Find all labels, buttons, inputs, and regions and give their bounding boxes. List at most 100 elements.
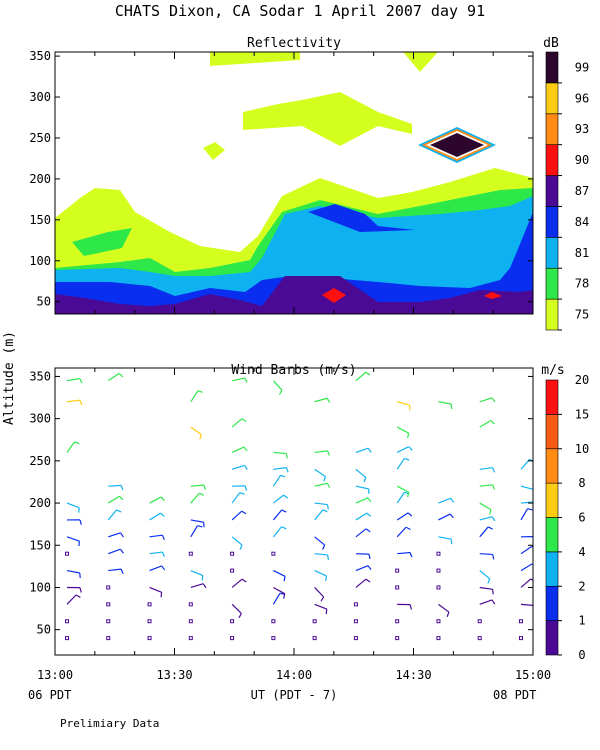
calm-marker bbox=[106, 619, 111, 624]
colorbar-swatch bbox=[545, 113, 559, 145]
calm-marker bbox=[395, 619, 400, 624]
wind-barb-flag bbox=[367, 497, 372, 503]
colorbar-swatch bbox=[545, 144, 559, 176]
colorbar-swatch bbox=[545, 448, 559, 484]
wind-barb bbox=[479, 420, 492, 428]
colorbar-label: 2 bbox=[578, 579, 585, 593]
wind-barb-flag bbox=[161, 551, 165, 557]
reflectivity-title: Reflectivity bbox=[247, 36, 341, 51]
wind-barb-flag bbox=[325, 575, 328, 581]
x-axis-label: UT (PDT - 7) bbox=[251, 688, 338, 702]
wind-barb bbox=[396, 446, 410, 453]
colorbar-label: 15 bbox=[575, 407, 589, 421]
wind-barb bbox=[479, 586, 493, 590]
calm-marker bbox=[271, 551, 276, 556]
wind-barb-flag bbox=[201, 575, 204, 581]
wind-barb bbox=[438, 401, 452, 405]
wind-barb bbox=[273, 570, 286, 577]
wind-barb bbox=[479, 484, 493, 487]
y-tick-label: 350 bbox=[29, 49, 51, 63]
wind-barb-flag bbox=[120, 568, 124, 574]
preliminary-note: Prelimiary Data bbox=[60, 717, 159, 730]
wind-barb bbox=[149, 551, 163, 555]
wind-barb bbox=[520, 578, 532, 588]
wind-barb-flag bbox=[241, 418, 247, 422]
wind-barb bbox=[190, 570, 204, 577]
wind-barb bbox=[314, 468, 326, 478]
wind-barb bbox=[355, 447, 369, 453]
contour-90-spot2 bbox=[484, 292, 502, 299]
wind-barb-flag bbox=[160, 496, 165, 502]
wind-barb bbox=[66, 569, 80, 574]
wind-barb-flag bbox=[283, 593, 286, 599]
wind-barb-flag bbox=[491, 599, 496, 605]
calm-marker bbox=[353, 619, 358, 624]
y-tick-label: 250 bbox=[29, 454, 51, 468]
wind-barb-flag bbox=[491, 516, 496, 522]
calm-marker bbox=[436, 551, 441, 556]
wind-barb-flag bbox=[79, 378, 83, 384]
wind-barbs bbox=[65, 371, 535, 641]
x-tick-label: 13:30 bbox=[156, 668, 192, 682]
calm-marker bbox=[188, 551, 193, 556]
wind-barb bbox=[397, 401, 410, 406]
calm-marker bbox=[477, 619, 482, 624]
wind-barb bbox=[314, 570, 327, 577]
colorbar-label: 75 bbox=[575, 308, 589, 322]
colorbar-swatch bbox=[545, 551, 559, 587]
wind-barb bbox=[231, 418, 243, 428]
wind-barb bbox=[272, 494, 285, 504]
page-title: CHATS Dixon, CA Sodar 1 April 2007 day 9… bbox=[115, 2, 485, 20]
wind-barb-flag bbox=[489, 509, 492, 515]
wind-barb-flag bbox=[534, 605, 535, 610]
wind-barb bbox=[479, 516, 493, 521]
wind-barb bbox=[107, 509, 118, 521]
wind-barb bbox=[314, 509, 324, 521]
colorbar-swatch bbox=[545, 51, 559, 84]
wind-barb-flag bbox=[202, 583, 207, 589]
wind-barb-flag bbox=[325, 609, 328, 615]
wind-barb bbox=[149, 586, 162, 593]
wind-barb bbox=[314, 587, 325, 598]
wind-barb bbox=[438, 603, 450, 613]
calm-marker bbox=[147, 619, 152, 624]
y-axis-label: Altitude (m) bbox=[2, 331, 17, 425]
wind-barb-flag bbox=[203, 484, 207, 490]
calm-marker bbox=[147, 602, 152, 607]
colorbar-swatch bbox=[545, 298, 559, 331]
y-tick-label: 150 bbox=[29, 538, 51, 552]
wind-barb bbox=[314, 603, 327, 610]
wind-barb bbox=[231, 578, 243, 588]
wind-barb-flag bbox=[450, 497, 455, 503]
wind-barb-flag bbox=[119, 548, 124, 554]
wind-barb bbox=[231, 603, 242, 614]
colorbar-label: 4 bbox=[578, 545, 585, 559]
wind-barb bbox=[149, 512, 161, 521]
wind-barb bbox=[66, 441, 76, 453]
wind-y-ticks: 50 100 150 200 250 300 350 bbox=[29, 369, 533, 637]
calm-marker bbox=[106, 585, 111, 590]
wind-barb-flag bbox=[118, 495, 124, 501]
x-tick-labels: 13:00 13:30 14:00 14:30 15:00 bbox=[37, 668, 551, 682]
wind-barb bbox=[479, 397, 493, 403]
y-tick-label: 100 bbox=[29, 254, 51, 268]
colorbar-swatch bbox=[545, 482, 559, 518]
wind-barb-flag bbox=[280, 474, 286, 478]
wind-barb bbox=[479, 553, 493, 556]
start-local-label: 06 PDT bbox=[28, 688, 71, 702]
wind-barb bbox=[272, 509, 283, 521]
wind-barb bbox=[314, 502, 328, 506]
wind-barb bbox=[479, 599, 493, 605]
wind-barb-flag bbox=[407, 512, 413, 517]
colorbar-label: 8 bbox=[578, 476, 585, 490]
wind-barb bbox=[66, 536, 80, 542]
wind-barb bbox=[314, 450, 328, 454]
wind-barb bbox=[66, 399, 80, 403]
wind-barb-flag bbox=[363, 477, 367, 483]
wind-barb-flag bbox=[116, 509, 122, 513]
wind-barb bbox=[355, 497, 369, 504]
wind-barb bbox=[149, 496, 162, 504]
wind-barb bbox=[355, 468, 367, 479]
calm-marker bbox=[436, 568, 441, 573]
wind-barb-flag bbox=[405, 526, 411, 531]
